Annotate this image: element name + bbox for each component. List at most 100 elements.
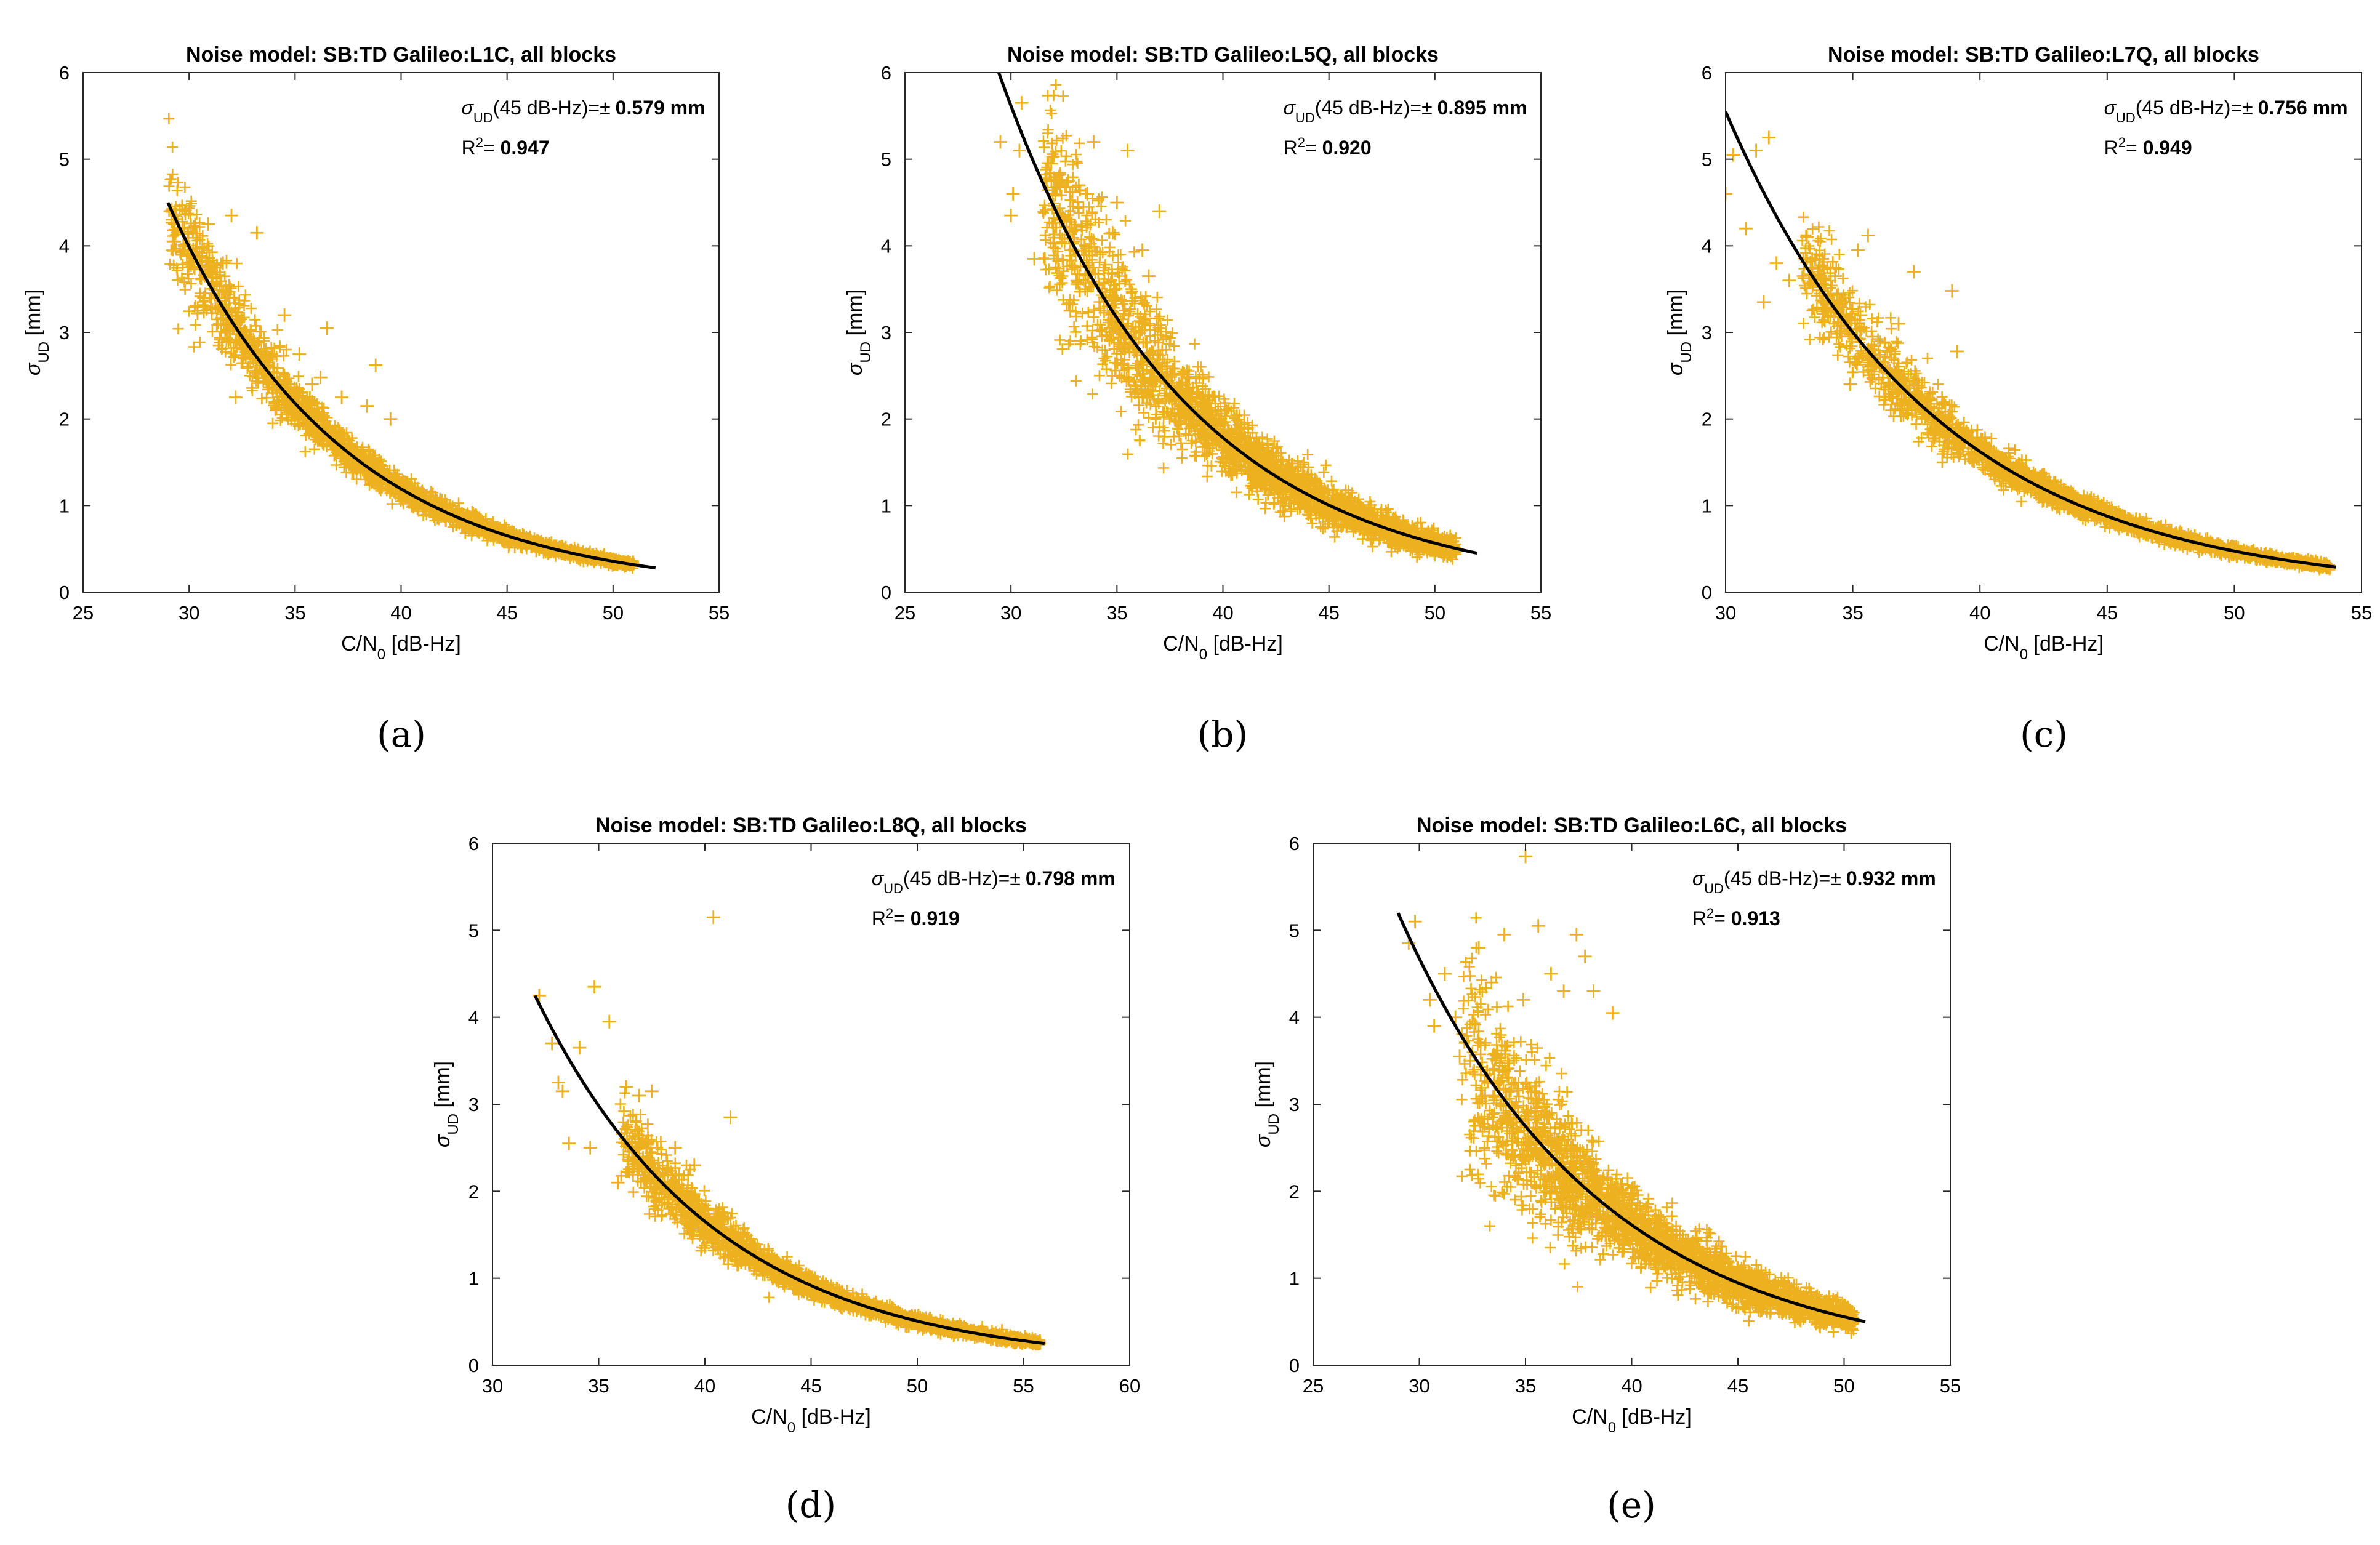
x-tick-label: 45 (800, 1375, 821, 1397)
scatter-point (1072, 178, 1086, 192)
r2-annotation: R2= 0.913 (1692, 905, 1780, 930)
scatter-point (1762, 130, 1776, 145)
sigma-prefix: (45 dB-Hz)=± (493, 97, 611, 119)
scatter-point (1815, 252, 1830, 266)
scatter-point (1756, 295, 1771, 309)
chart-title: Noise model: SB:TD Galileo:L7Q, all bloc… (1828, 43, 2259, 66)
x-tick-label: 45 (2097, 602, 2118, 624)
data-layer (1726, 111, 2336, 576)
scatter-point (625, 1154, 640, 1168)
x-tick-label: 25 (73, 602, 94, 624)
x-tick-label: 50 (1833, 1375, 1854, 1397)
x-axis-label-unit: [dB-Hz] (795, 1405, 871, 1429)
y-tick-label: 5 (59, 149, 70, 171)
fit-curve-line (1726, 111, 2336, 569)
x-axis-label-main: C/N (751, 1405, 787, 1429)
y-axis-label-unit: [mm] (843, 289, 867, 342)
y-tick-label: 0 (468, 1355, 479, 1376)
y-axis-label-main: σ (431, 1134, 454, 1147)
scatter-point (1038, 252, 1052, 266)
x-tick-label: 35 (1515, 1375, 1536, 1397)
scatter-point (573, 1041, 587, 1055)
scatter-point (619, 1080, 633, 1094)
scatter-point (1463, 1054, 1477, 1068)
scatter-point (723, 1110, 738, 1125)
scatter-point (602, 1014, 616, 1029)
scatter-point (292, 347, 307, 361)
scatter-point (369, 358, 383, 372)
y-axis-label-subscript: UD (36, 342, 52, 363)
y-tick-label: 1 (1289, 1268, 1300, 1290)
x-tick-label: 35 (588, 1375, 609, 1397)
y-axis-label-main: σ (1664, 362, 1687, 375)
y-tick-label: 1 (881, 495, 891, 516)
y-axis-label-subscript: UD (1678, 342, 1695, 363)
sigma-symbol: σ (2104, 97, 2117, 119)
y-tick-label: 6 (881, 62, 891, 84)
scatter-point (1061, 174, 1075, 188)
x-tick-label: 50 (2224, 602, 2245, 624)
scatter-point (1586, 984, 1601, 998)
chart-title: Noise model: SB:TD Galileo:L8Q, all bloc… (595, 814, 1027, 837)
y-tick-label: 3 (59, 322, 70, 343)
scatter-point (231, 308, 245, 322)
y-tick-label: 2 (59, 409, 70, 430)
sigma-subscript: UD (1704, 881, 1724, 896)
r2-equals: = (483, 137, 501, 159)
scatter-point (360, 399, 374, 413)
scatter-point (1854, 308, 1867, 322)
y-axis-label: σUD [mm] (843, 289, 874, 375)
r2-superscript: 2 (1707, 905, 1714, 921)
r2-value: 0.913 (1731, 907, 1780, 929)
x-tick-label: 30 (179, 602, 199, 624)
scatter-point (313, 371, 328, 385)
x-axis-label-subscript: 0 (2020, 646, 2028, 663)
scatter-point (1408, 915, 1422, 929)
scatter-point (668, 1141, 682, 1155)
scatter-point (1544, 967, 1558, 981)
x-axis-label-unit: [dB-Hz] (1207, 632, 1283, 656)
y-tick-label: 6 (468, 833, 479, 854)
x-axis-label-unit: [dB-Hz] (1616, 1405, 1692, 1429)
scatter-point (1557, 984, 1571, 998)
scatter-point (1106, 226, 1120, 240)
chart-title: Noise model: SB:TD Galileo:L5Q, all bloc… (1007, 43, 1439, 66)
x-tick-label: 25 (1303, 1375, 1324, 1397)
scatter-point (1569, 928, 1583, 942)
data-layer (993, 73, 1478, 565)
scatter-point (1152, 204, 1167, 219)
y-tick-label: 0 (1702, 582, 1712, 603)
scatter-point (1833, 299, 1847, 313)
x-axis-label-unit: [dB-Hz] (385, 632, 461, 656)
x-tick-label: 30 (1409, 1375, 1429, 1397)
r2-value: 0.919 (911, 907, 960, 929)
scatter-point (1080, 187, 1095, 201)
sigma-subscript: UD (883, 881, 903, 896)
x-tick-label: 60 (1119, 1375, 1140, 1397)
y-tick-label: 4 (468, 1007, 479, 1029)
scatter-point (1453, 1049, 1467, 1064)
scatter-point (1891, 316, 1905, 331)
scatter-point (1427, 1019, 1441, 1033)
scatter-point (197, 291, 211, 305)
scatter-point (1726, 187, 1732, 201)
scatter-point (228, 390, 243, 404)
r2-annotation: R2= 0.949 (2104, 135, 2192, 159)
x-tick-label: 55 (1940, 1375, 1961, 1397)
chart-title: Noise model: SB:TD Galileo:L1C, all bloc… (186, 43, 616, 66)
x-tick-label: 30 (1000, 602, 1021, 624)
x-tick-label: 55 (709, 602, 730, 624)
x-tick-label: 40 (390, 602, 411, 624)
y-tick-label: 2 (468, 1181, 479, 1202)
scatter-point (201, 217, 215, 231)
scatter-point (645, 1084, 659, 1098)
y-tick-label: 6 (59, 62, 70, 84)
scatter-point (167, 235, 182, 249)
scatter-point (1497, 928, 1511, 942)
x-tick-label: 45 (496, 602, 517, 624)
scatter-point (190, 307, 204, 321)
x-axis-label-unit: [dB-Hz] (2028, 632, 2104, 656)
fit-curve-line (533, 995, 1045, 1346)
sigma-value: 0.579 mm (616, 97, 706, 119)
